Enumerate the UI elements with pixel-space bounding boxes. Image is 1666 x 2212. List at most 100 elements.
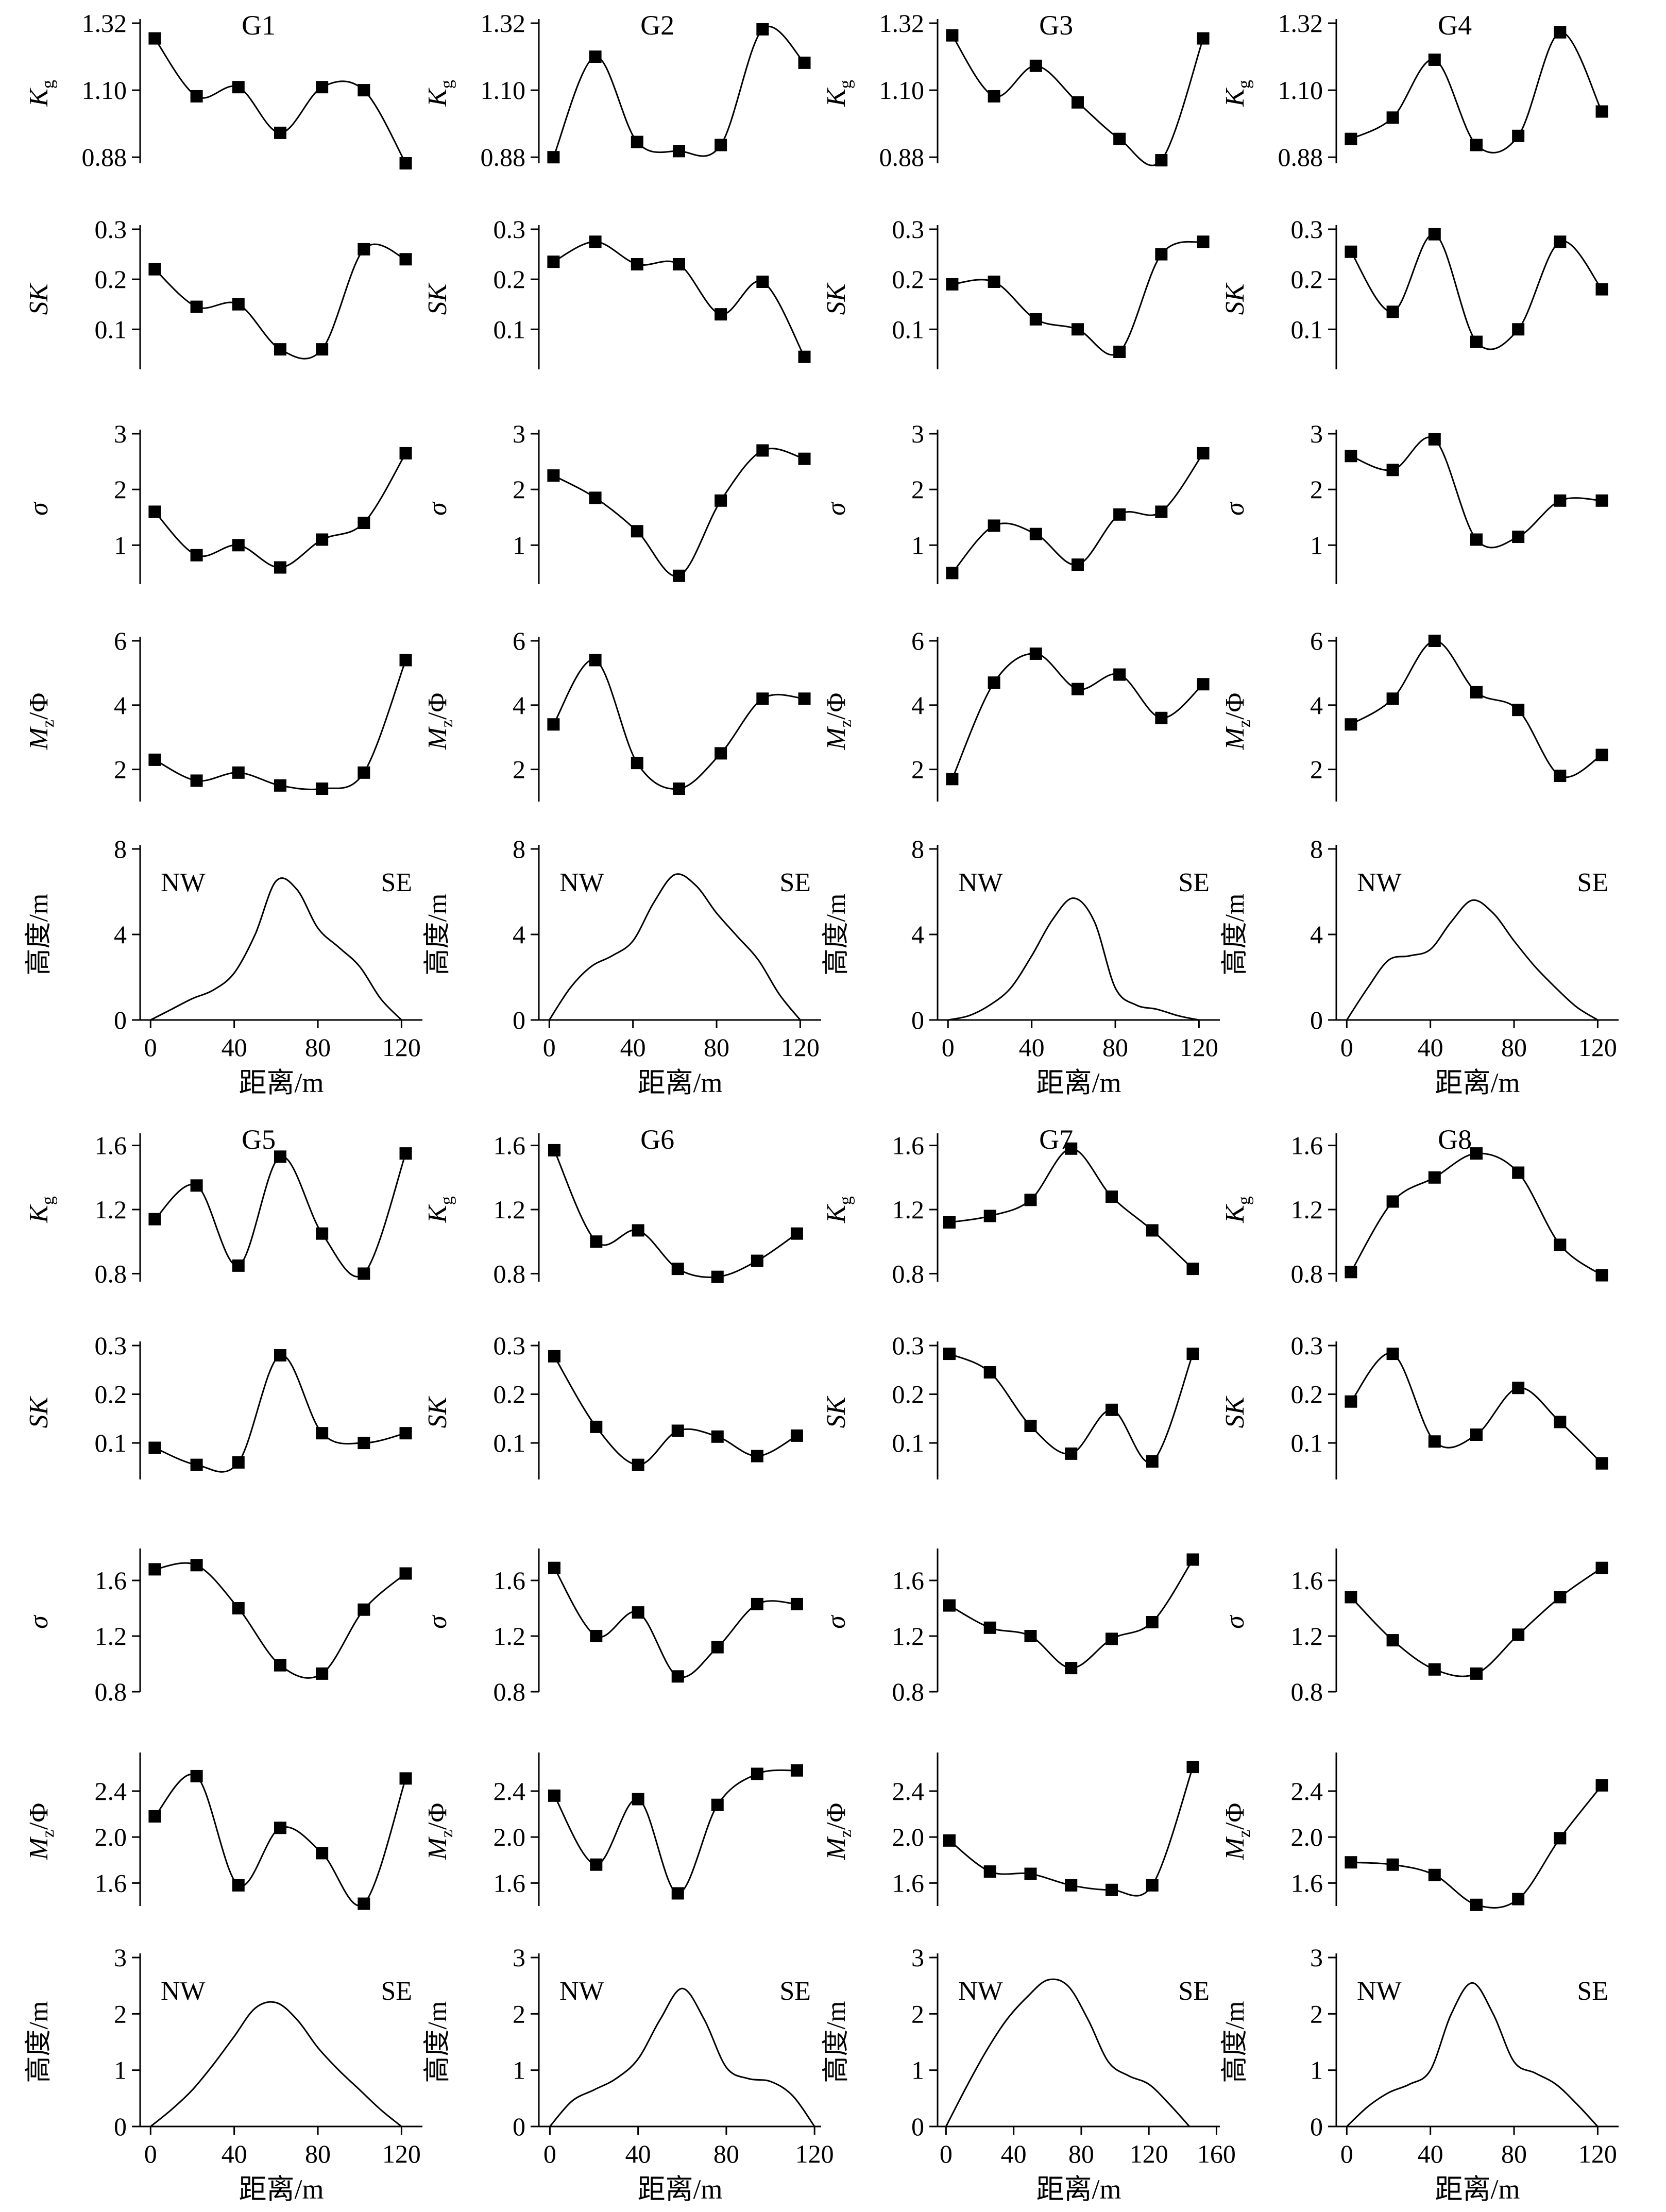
data-point: [1428, 433, 1441, 446]
data-point: [274, 1349, 286, 1362]
data-point: [399, 1772, 412, 1785]
data-point: [1146, 1455, 1159, 1468]
data-point: [590, 1630, 603, 1642]
y-tick-label: 6: [1310, 626, 1323, 655]
x-tick-label: 80: [1501, 2139, 1527, 2168]
y-tick-label: 0.88: [82, 143, 127, 172]
y-tick-label: 0.88: [481, 143, 526, 172]
y-tick-label: 0.8: [95, 1259, 127, 1288]
data-point: [1105, 1632, 1118, 1645]
data-point: [943, 1216, 956, 1229]
subplot-kg: 0.8 1.2 1.6 Kg: [822, 1131, 1199, 1288]
subplot-height: 0 1 2 3 高度/m 0 40 80 120 距离/m NW SE: [24, 1943, 422, 2205]
data-point: [751, 1597, 763, 1610]
data-point: [316, 1847, 329, 1860]
data-point: [547, 256, 560, 268]
data-point: [631, 757, 643, 770]
data-point: [1554, 26, 1567, 39]
y-tick-label: 1.6: [494, 1868, 526, 1897]
y-axis-label: σ: [24, 1614, 54, 1629]
data-point: [148, 753, 161, 766]
subplot-kg: 0.88 1.10 1.32 Kg: [1220, 9, 1608, 172]
data-point: [1197, 32, 1210, 45]
y-tick-label: 0.2: [494, 265, 526, 294]
data-point: [1105, 1883, 1118, 1896]
data-point: [631, 525, 643, 538]
data-point: [672, 569, 685, 582]
x-tick-label: 160: [1197, 2139, 1236, 2168]
y-axis-label: Mz/Φ: [423, 693, 456, 751]
data-point: [711, 1270, 724, 1283]
y-tick-label: 1.6: [892, 1131, 925, 1160]
y-axis-label: Mz/Φ: [423, 1803, 456, 1861]
series-line: [150, 877, 402, 1021]
data-point: [148, 263, 161, 276]
data-point: [1595, 283, 1608, 296]
data-point: [1345, 450, 1357, 463]
data-point: [983, 1366, 996, 1379]
data-point: [756, 692, 769, 705]
data-point: [631, 135, 643, 148]
y-tick-label: 2: [114, 475, 127, 504]
data-point: [1470, 139, 1483, 151]
data-point: [1345, 718, 1357, 731]
x-tick-label: 40: [1001, 2139, 1027, 2168]
series-line: [1350, 31, 1603, 154]
data-point: [1428, 635, 1441, 647]
y-tick-label: 0.2: [1291, 1380, 1323, 1409]
data-point: [790, 1597, 803, 1610]
data-point: [632, 1224, 644, 1237]
data-point: [1071, 323, 1084, 336]
series-line: [1350, 1152, 1603, 1276]
data-point: [790, 1429, 803, 1442]
y-tick-label: 1: [513, 531, 525, 559]
y-axis-label: SK: [822, 1396, 851, 1428]
x-axis-label: 距离/m: [637, 2174, 722, 2205]
data-point: [1029, 647, 1042, 660]
y-tick-label: 2: [911, 1999, 924, 2028]
data-point: [590, 1858, 603, 1871]
y-axis-label: σ: [423, 501, 452, 516]
y-axis-label: Mz/Φ: [24, 1803, 58, 1861]
y-tick-label: 0.8: [1291, 1259, 1323, 1288]
subplot-mz: 2 4 6 Mz/Φ: [24, 626, 412, 802]
data-point: [1071, 96, 1084, 109]
data-point: [943, 1348, 956, 1360]
data-point: [1146, 1224, 1159, 1237]
series-line: [1346, 899, 1599, 1021]
data-point: [1595, 1269, 1608, 1282]
data-point: [190, 774, 203, 787]
series-line: [1351, 1784, 1603, 1909]
direction-label-se: SE: [779, 1977, 811, 2006]
subplot-sigma: 1 2 3 σ: [1220, 419, 1608, 584]
data-point: [671, 1424, 684, 1437]
y-tick-label: 1.2: [892, 1622, 925, 1651]
y-tick-label: 0.1: [1291, 315, 1323, 344]
data-point: [1554, 494, 1567, 507]
x-tick-label: 80: [713, 2139, 739, 2168]
data-point: [1029, 528, 1042, 540]
y-tick-label: 0.2: [494, 1380, 526, 1409]
y-tick-label: 4: [513, 920, 525, 949]
data-point: [988, 519, 1000, 532]
x-tick-label: 0: [942, 1033, 955, 1062]
y-tick-label: 0.2: [95, 265, 127, 294]
data-point: [1554, 1832, 1567, 1845]
data-point: [798, 452, 811, 465]
series-line: [553, 448, 805, 577]
y-tick-label: 1: [114, 2056, 127, 2085]
data-point: [671, 1670, 684, 1683]
subplot-mz: 2 4 6 Mz/Φ: [423, 626, 811, 802]
y-axis-label: 高度/m: [24, 2001, 54, 2083]
y-tick-label: 1: [1310, 531, 1323, 559]
y-tick-label: 0.1: [95, 315, 127, 344]
y-tick-label: 3: [911, 419, 924, 448]
subplot-mz: 2 4 6 Mz/Φ: [822, 626, 1210, 802]
data-point: [1197, 678, 1210, 691]
data-point: [790, 1227, 803, 1240]
subplot-sk: 0.1 0.2 0.3 SK: [1220, 215, 1608, 369]
data-point: [632, 1606, 644, 1619]
x-tick-label: 80: [305, 2139, 331, 2168]
y-axis-label: SK: [24, 1396, 54, 1428]
data-point: [1024, 1867, 1037, 1880]
